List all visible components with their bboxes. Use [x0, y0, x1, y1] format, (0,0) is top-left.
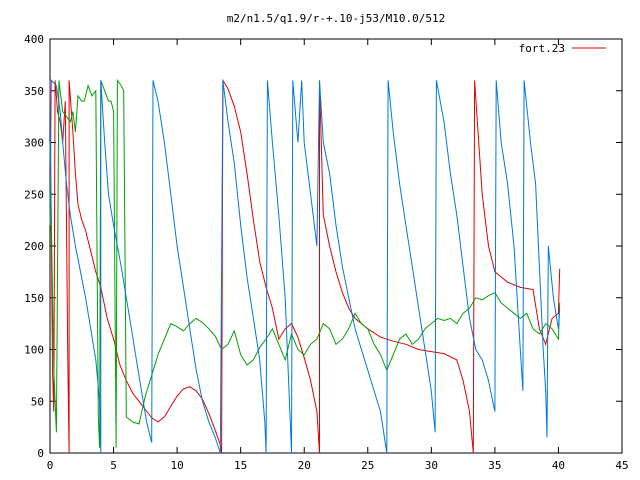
- y-tick-label: 400: [24, 33, 44, 46]
- y-tick-label: 100: [24, 344, 44, 357]
- x-tick-label: 15: [234, 459, 247, 472]
- series-layer: [49, 78, 561, 454]
- series-line-2: [49, 78, 561, 448]
- series-line-1: [49, 78, 561, 454]
- y-tick-label: 150: [24, 292, 44, 305]
- series-line-3: [49, 79, 561, 454]
- x-tick-label: 10: [170, 459, 183, 472]
- x-tick-label: 5: [110, 459, 117, 472]
- y-tick-label: 300: [24, 137, 44, 150]
- chart-title: m2/n1.5/q1.9/r-+.10-j53/M10.0/512: [227, 12, 446, 25]
- x-tick-label: 35: [488, 459, 501, 472]
- x-tick-label: 45: [615, 459, 628, 472]
- x-tick-label: 0: [47, 459, 54, 472]
- plot-frame: [49, 38, 623, 454]
- x-tick-label: 30: [425, 459, 438, 472]
- x-tick-label: 40: [552, 459, 565, 472]
- x-tick-label: 25: [361, 459, 374, 472]
- y-tick-label: 350: [24, 85, 44, 98]
- y-tick-label: 200: [24, 240, 44, 253]
- y-tick-label: 250: [24, 188, 44, 201]
- legend: fort.23: [519, 42, 606, 55]
- legend-label: fort.23: [519, 42, 565, 55]
- y-tick-label: 50: [31, 395, 44, 408]
- x-axis: 0 5 10 15 20 25 30 35 40 45: [47, 39, 629, 472]
- y-tick-label: 0: [37, 447, 44, 460]
- x-tick-label: 20: [298, 459, 311, 472]
- y-axis: 0 50 100 150 200 250 300 350 400: [24, 33, 622, 460]
